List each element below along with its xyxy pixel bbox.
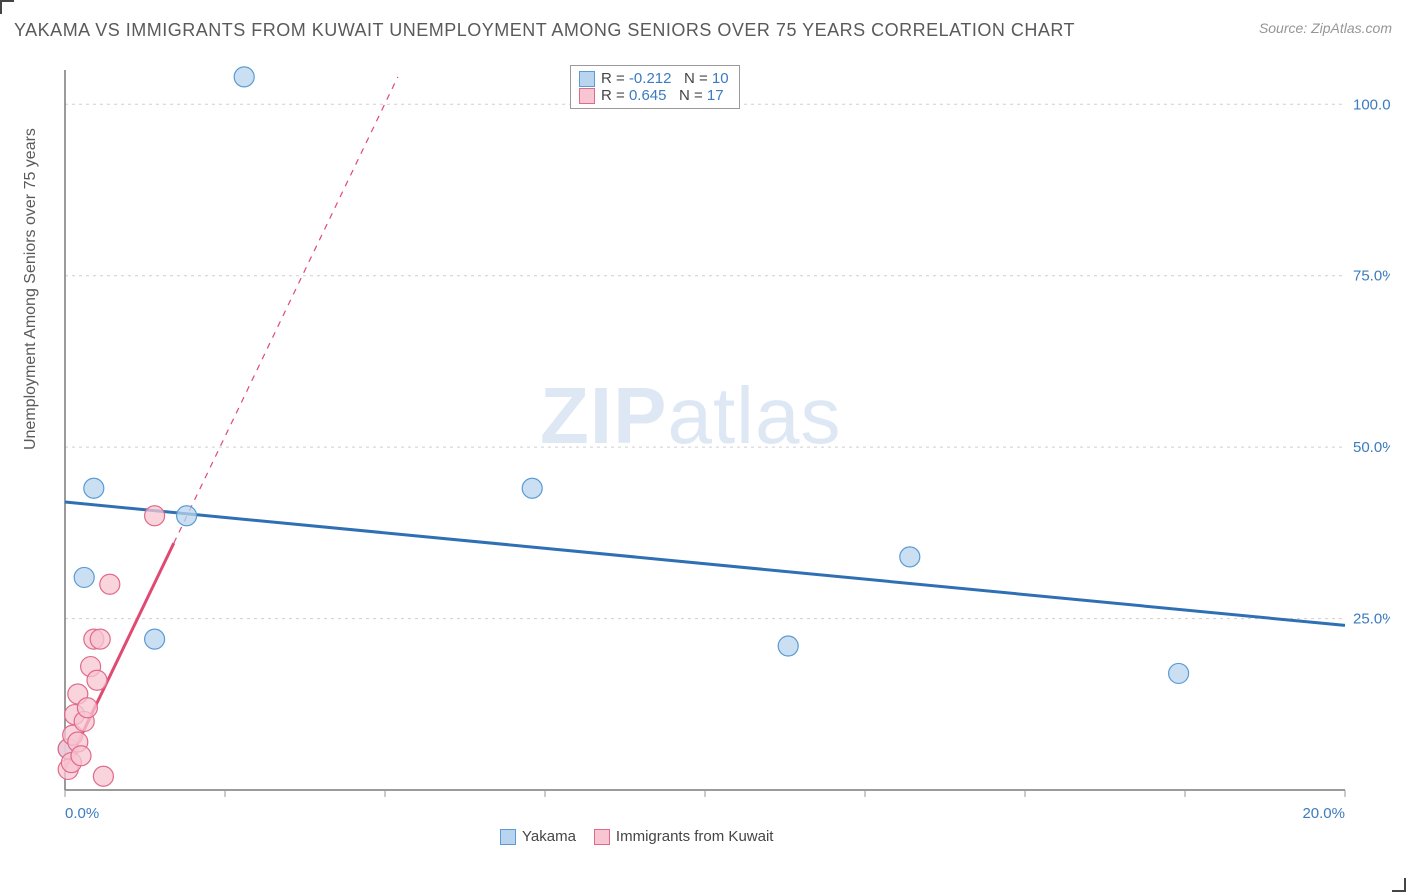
y-tick-label: 25.0% [1353,611,1390,628]
data-point [900,547,920,567]
data-point [87,670,107,690]
plot-area: 25.0% 50.0% 75.0% 100.0% 0.0% 20.0% [45,60,1390,820]
y-tick-label: 100.0% [1353,96,1390,113]
chart-root: YAKAMA VS IMMIGRANTS FROM KUWAIT UNEMPLO… [0,0,1406,892]
data-point [90,629,110,649]
source-attribution: Source: ZipAtlas.com [1259,20,1392,36]
data-point [778,636,798,656]
y-tick-label: 50.0% [1353,439,1390,456]
data-point [77,698,97,718]
legend-stat-text: R = 0.645 N = 17 [601,87,724,104]
legend-series-item: Yakama [500,828,576,845]
corner-top-left [0,0,14,14]
chart-title: YAKAMA VS IMMIGRANTS FROM KUWAIT UNEMPLO… [14,20,1075,41]
data-point [93,766,113,786]
data-point [177,506,197,526]
data-point [522,478,542,498]
legend-stat-row: R = -0.212 N = 10 [579,70,729,87]
legend-series-item: Immigrants from Kuwait [594,828,774,845]
regression-extension [174,77,398,543]
data-point [1169,663,1189,683]
data-point [145,629,165,649]
data-point [100,574,120,594]
data-point [145,506,165,526]
regression-line [65,502,1345,625]
data-point [74,567,94,587]
legend-swatch [500,829,516,845]
x-tick-label: 0.0% [65,805,99,820]
legend-swatch [594,829,610,845]
y-tick-label: 75.0% [1353,268,1390,285]
legend-stat-text: R = -0.212 N = 10 [601,70,729,87]
data-point [234,67,254,87]
legend-swatch [579,88,595,104]
plot-svg: 25.0% 50.0% 75.0% 100.0% 0.0% 20.0% [45,60,1390,820]
corner-bottom-right [1392,878,1406,892]
x-tick-label: 20.0% [1302,805,1345,820]
data-point [84,478,104,498]
correlation-legend: R = -0.212 N = 10R = 0.645 N = 17 [570,65,740,109]
y-axis-label: Unemployment Among Seniors over 75 years [22,128,40,450]
legend-series-label: Immigrants from Kuwait [616,828,774,845]
data-point [71,746,91,766]
series-legend: Yakama Immigrants from Kuwait [500,828,773,845]
legend-swatch [579,71,595,87]
legend-stat-row: R = 0.645 N = 17 [579,87,729,104]
legend-series-label: Yakama [522,828,576,845]
